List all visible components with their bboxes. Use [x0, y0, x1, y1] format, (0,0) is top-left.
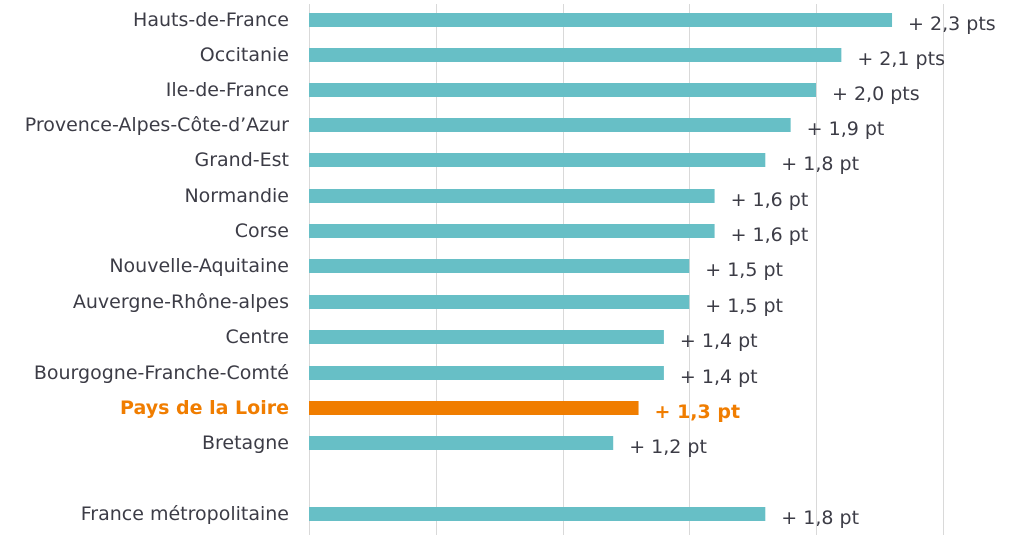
- bar-0: [309, 13, 893, 27]
- category-label-4: Grand-Est: [195, 149, 290, 171]
- category-label-11: Pays de la Loire: [120, 397, 289, 419]
- category-label-5: Normandie: [184, 185, 289, 207]
- category-label-10: Bourgogne-Franche-Comté: [34, 362, 289, 384]
- data-label-9: + 1,4 pt: [680, 330, 758, 352]
- data-label-12: + 1,2 pt: [629, 436, 707, 458]
- category-label-13: France métropolitaine: [81, 503, 289, 525]
- bar-8: [309, 295, 690, 309]
- category-labels: Hauts-de-France Occitanie Ile-de-France Pro…: [25, 9, 289, 525]
- data-label-0: + 2,3 pts: [908, 13, 996, 35]
- data-label-4: + 1,8 pt: [781, 153, 859, 175]
- category-label-1: Occitanie: [200, 44, 289, 66]
- bar-2: [309, 83, 816, 97]
- bar-10: [309, 366, 664, 380]
- bar-9: [309, 330, 664, 344]
- category-label-8: Auvergne-Rhône-alpes: [73, 291, 289, 313]
- data-label-3: + 1,9 pt: [807, 118, 885, 140]
- bar-12: [309, 436, 614, 450]
- category-label-6: Corse: [235, 220, 289, 242]
- category-label-12: Bretagne: [202, 432, 289, 454]
- bar-3: [309, 118, 791, 132]
- category-label-9: Centre: [225, 326, 289, 348]
- bar-6: [309, 224, 715, 238]
- category-label-7: Nouvelle-Aquitaine: [109, 255, 289, 277]
- data-label-5: + 1,6 pt: [731, 189, 809, 211]
- bar-11: [309, 401, 639, 415]
- category-label-0: Hauts-de-France: [133, 9, 289, 31]
- data-labels: + 2,3 pts + 2,1 pts + 2,0 pts + 1,9 pt + 1,8…: [629, 13, 995, 529]
- bars: [309, 13, 893, 521]
- data-label-11: + 1,3 pt: [655, 401, 741, 423]
- bar-13: [309, 507, 766, 521]
- data-label-1: + 2,1 pts: [857, 48, 945, 70]
- data-label-13: + 1,8 pt: [781, 507, 859, 529]
- data-label-7: + 1,5 pt: [705, 259, 783, 281]
- data-label-2: + 2,0 pts: [832, 83, 920, 105]
- data-label-6: + 1,6 pt: [731, 224, 809, 246]
- data-label-10: + 1,4 pt: [680, 366, 758, 388]
- bar-5: [309, 189, 715, 203]
- bar-7: [309, 259, 690, 273]
- bar-4: [309, 153, 766, 167]
- category-label-2: Ile-de-France: [166, 79, 289, 101]
- data-label-8: + 1,5 pt: [705, 295, 783, 317]
- bar-1: [309, 48, 842, 62]
- category-label-3: Provence-Alpes-Côte-d’Azur: [25, 114, 289, 136]
